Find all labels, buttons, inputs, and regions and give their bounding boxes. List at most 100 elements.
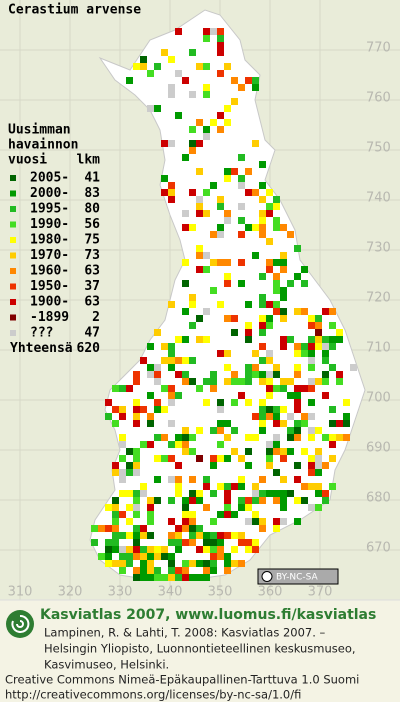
record-square (140, 553, 147, 560)
record-square (147, 413, 154, 420)
citation-line: Helsingin Yliopisto, Luonnontieteellinen… (44, 642, 356, 656)
record-square (294, 273, 301, 280)
legend-count: 47 (84, 326, 100, 341)
record-square (238, 476, 245, 483)
record-square (294, 308, 301, 315)
record-square (196, 336, 203, 343)
record-square (231, 77, 238, 84)
record-square (245, 329, 252, 336)
record-square (112, 532, 119, 539)
record-square (175, 525, 182, 532)
record-square (189, 560, 196, 567)
record-square (182, 574, 189, 581)
record-square (154, 546, 161, 553)
record-square (266, 441, 273, 448)
record-square (266, 203, 273, 210)
record-square (252, 539, 259, 546)
record-square (273, 259, 280, 266)
record-square (224, 497, 231, 504)
record-square (105, 539, 112, 546)
record-square (273, 280, 280, 287)
record-square (308, 315, 315, 322)
record-square (161, 357, 168, 364)
record-square (119, 560, 126, 567)
y-label: 750 (366, 141, 391, 156)
record-square (161, 189, 168, 196)
record-square (259, 490, 266, 497)
record-square (329, 364, 336, 371)
record-square (273, 308, 280, 315)
record-square (175, 357, 182, 364)
record-square (245, 518, 252, 525)
record-square (329, 322, 336, 329)
record-square (147, 567, 154, 574)
record-square (287, 280, 294, 287)
record-square (112, 560, 119, 567)
record-square (224, 532, 231, 539)
license-line: Creative Commons Nimeä-Epäkaupallinen-Ta… (5, 673, 359, 687)
record-square (266, 322, 273, 329)
record-square (224, 273, 231, 280)
record-square (280, 378, 287, 385)
record-square (133, 511, 140, 518)
record-square (175, 462, 182, 469)
y-label: 740 (366, 191, 391, 206)
record-square (259, 476, 266, 483)
record-square (203, 560, 210, 567)
record-square (252, 371, 259, 378)
record-square (168, 301, 175, 308)
record-square (196, 245, 203, 252)
record-square (140, 560, 147, 567)
legend-swatch (10, 206, 16, 212)
record-square (224, 364, 231, 371)
record-square (245, 371, 252, 378)
record-square (182, 280, 189, 287)
legend-swatch (10, 221, 16, 228)
record-square (245, 448, 252, 455)
record-square (273, 469, 280, 476)
record-square (308, 322, 315, 329)
x-label: 320 (58, 585, 83, 600)
record-square (161, 385, 168, 392)
record-square (133, 525, 140, 532)
record-square (175, 532, 182, 539)
total-count: 620 (77, 341, 101, 356)
record-square (217, 49, 224, 56)
legend-count: 63 (84, 295, 100, 310)
record-square (203, 266, 210, 273)
record-square (196, 455, 203, 462)
record-square (315, 378, 322, 385)
record-square (294, 371, 301, 378)
record-square (133, 546, 140, 553)
species-title: Cerastium arvense (8, 3, 141, 18)
record-square (231, 448, 238, 455)
record-square (140, 441, 147, 448)
record-square (133, 462, 140, 469)
record-square (259, 518, 266, 525)
record-square (280, 252, 287, 259)
record-square (322, 497, 329, 504)
record-square (203, 28, 210, 35)
record-square (154, 476, 161, 483)
record-square (112, 525, 119, 532)
record-square (315, 322, 322, 329)
record-square (210, 553, 217, 560)
record-square (210, 378, 217, 385)
license-line: http://creativecommons.org/licenses/by-n… (5, 688, 301, 702)
record-square (245, 301, 252, 308)
record-square (126, 560, 133, 567)
record-square (105, 553, 112, 560)
record-square (308, 504, 315, 511)
record-square (301, 420, 308, 427)
record-square (175, 371, 182, 378)
record-square (224, 420, 231, 427)
record-square (133, 504, 140, 511)
record-square (147, 504, 154, 511)
record-square (189, 448, 196, 455)
record-square (238, 532, 245, 539)
record-square (259, 329, 266, 336)
record-square (210, 427, 217, 434)
record-square (196, 203, 203, 210)
record-square (168, 420, 175, 427)
record-square (203, 133, 210, 140)
